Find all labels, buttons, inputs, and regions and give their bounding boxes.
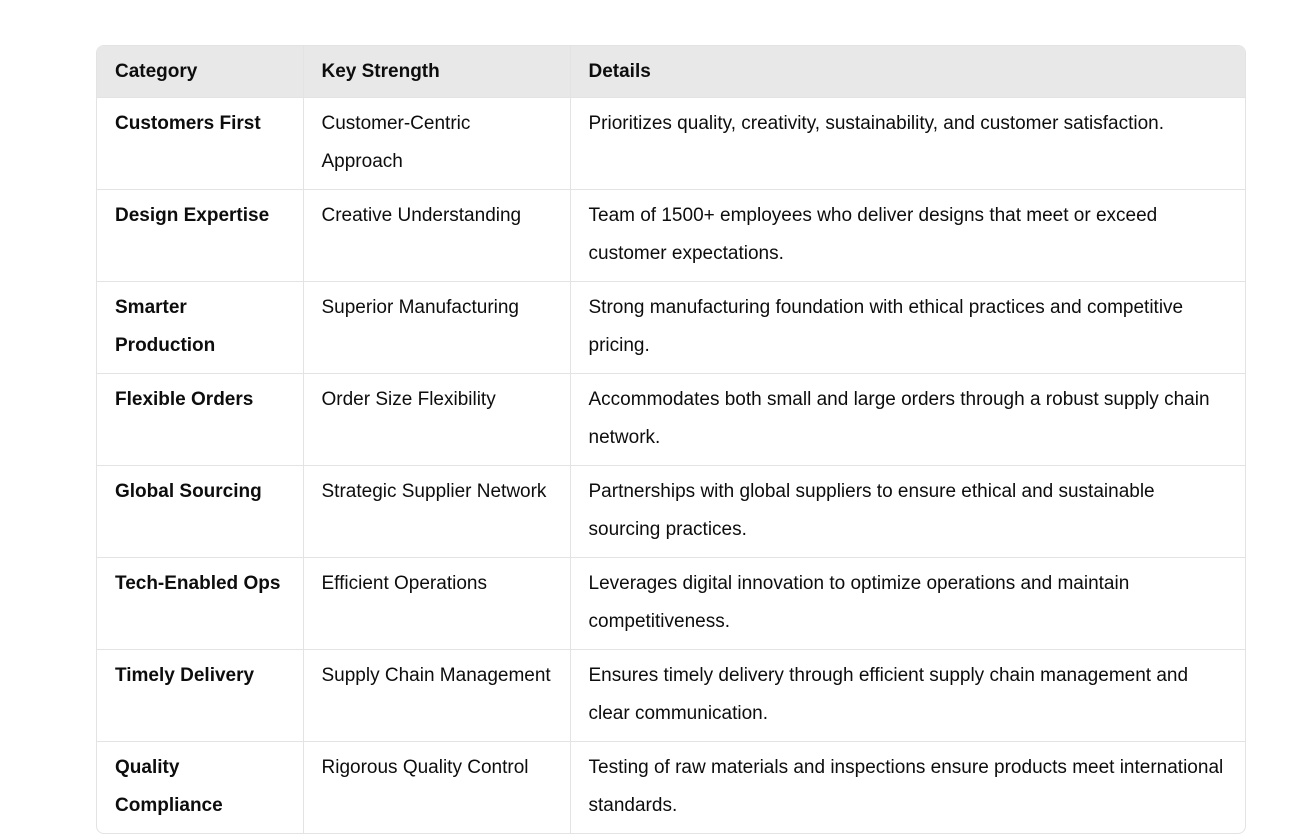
key-strength-cell: Rigorous Quality Control	[302, 741, 570, 833]
category-cell: Global Sourcing	[97, 465, 303, 558]
key-strength-cell: Customer-Centric Approach	[302, 97, 570, 190]
table-header: Category Key Strength Details	[97, 46, 1245, 98]
key-strength-cell: Supply Chain Management	[302, 649, 570, 742]
category-cell: Timely Delivery	[97, 649, 303, 742]
details-cell: Prioritizes quality, creativity, sustain…	[569, 97, 1245, 190]
category-cell: Quality Compliance	[97, 741, 303, 833]
header-row: Category Key Strength Details	[97, 46, 1245, 98]
details-cell: Ensures timely delivery through efficien…	[569, 649, 1245, 742]
key-strength-cell: Order Size Flexibility	[302, 373, 570, 466]
table-row: Quality Compliance Rigorous Quality Cont…	[97, 741, 1245, 833]
strengths-table: Category Key Strength Details Customers …	[97, 46, 1245, 833]
table-row: Tech-Enabled Ops Efficient Operations Le…	[97, 557, 1245, 650]
category-cell: Design Expertise	[97, 189, 303, 282]
details-cell: Accommodates both small and large orders…	[569, 373, 1245, 466]
key-strength-cell: Efficient Operations	[302, 557, 570, 650]
details-cell: Testing of raw materials and inspections…	[569, 741, 1245, 833]
table-row: Timely Delivery Supply Chain Management …	[97, 649, 1245, 742]
category-cell: Flexible Orders	[97, 373, 303, 466]
header-category: Category	[97, 46, 303, 98]
details-cell: Team of 1500+ employees who deliver desi…	[569, 189, 1245, 282]
table-row: Design Expertise Creative Understanding …	[97, 189, 1245, 282]
details-cell: Strong manufacturing foundation with eth…	[569, 281, 1245, 374]
category-cell: Customers First	[115, 113, 261, 134]
strengths-table-container: Category Key Strength Details Customers …	[96, 45, 1246, 834]
header-key-strength: Key Strength	[302, 46, 570, 98]
category-cell: Smarter Production	[97, 281, 303, 374]
key-strength-cell: Strategic Supplier Network	[302, 465, 570, 558]
header-details: Details	[569, 46, 1245, 98]
table-row: Customers First Customer-Centric Approac…	[97, 97, 1245, 190]
details-cell: Leverages digital innovation to optimize…	[569, 557, 1245, 650]
table-row: Smarter Production Superior Manufacturin…	[97, 281, 1245, 374]
details-cell: Partnerships with global suppliers to en…	[569, 465, 1245, 558]
key-strength-cell: Superior Manufacturing	[302, 281, 570, 374]
table-row: Global Sourcing Strategic Supplier Netwo…	[97, 465, 1245, 558]
table-row: Flexible Orders Order Size Flexibility A…	[97, 373, 1245, 466]
table-body: Customers First Customer-Centric Approac…	[97, 97, 1245, 833]
category-cell: Tech-Enabled Ops	[97, 557, 303, 650]
key-strength-cell: Creative Understanding	[302, 189, 570, 282]
